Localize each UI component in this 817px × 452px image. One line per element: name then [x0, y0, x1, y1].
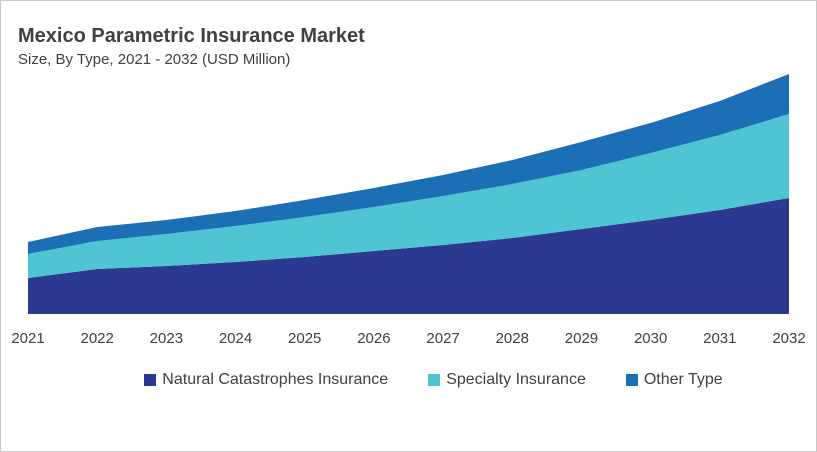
chart-subtitle: Size, By Type, 2021 - 2032 (USD Million) [18, 51, 291, 68]
legend-swatch [428, 374, 441, 386]
x-tick-label: 2028 [496, 330, 529, 347]
legend: Natural Catastrophes Insurance Specialty… [0, 371, 817, 389]
chart-title: Mexico Parametric Insurance Market [18, 25, 365, 47]
area-series-1 [28, 114, 789, 278]
legend-label: Specialty Insurance [446, 371, 586, 388]
x-tick-label: 2021 [11, 330, 44, 347]
area-series-0 [28, 198, 789, 314]
legend-label: Natural Catastrophes Insurance [162, 371, 389, 388]
x-tick-label: 2026 [357, 330, 390, 347]
x-tick-label: 2029 [565, 330, 598, 347]
legend-swatch [144, 374, 157, 386]
x-tick-label: 2030 [634, 330, 667, 347]
legend-item-other: Other Type [625, 371, 723, 389]
legend-item-specialty: Specialty Insurance [428, 371, 586, 389]
legend-label: Other Type [643, 371, 723, 388]
x-tick-label: 2023 [150, 330, 183, 347]
area-series-2 [28, 74, 789, 254]
legend-item-natural: Natural Catastrophes Insurance [144, 371, 388, 389]
x-tick-label: 2022 [80, 330, 113, 347]
x-tick-label: 2032 [772, 330, 805, 347]
x-tick-label: 2031 [703, 330, 736, 347]
legend-swatch [625, 374, 638, 386]
x-tick-label: 2024 [219, 330, 252, 347]
x-tick-label: 2025 [288, 330, 321, 347]
x-tick-label: 2027 [426, 330, 459, 347]
